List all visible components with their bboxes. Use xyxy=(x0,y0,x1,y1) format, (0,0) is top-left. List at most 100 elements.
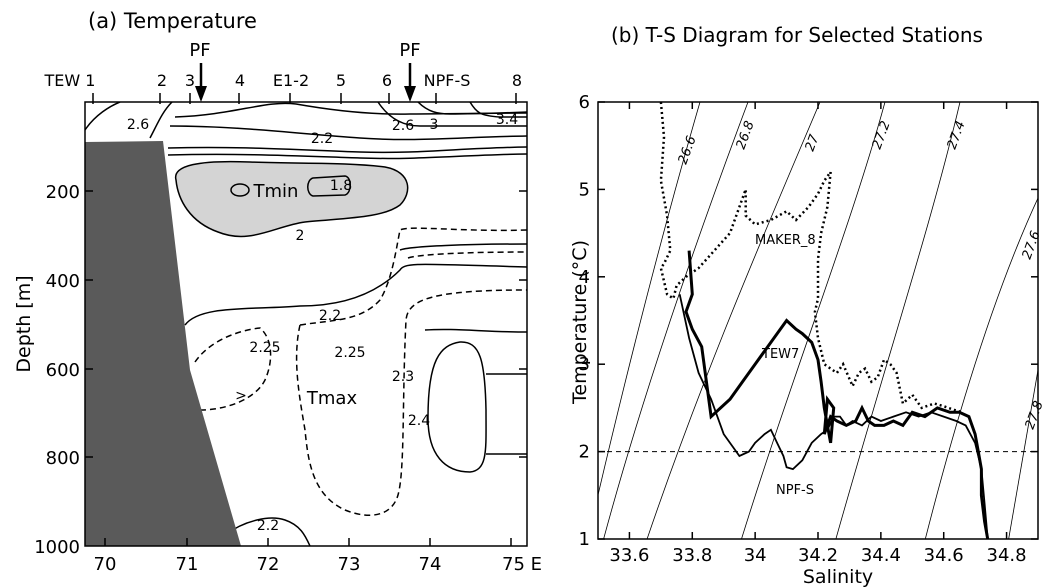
front-arrow-head-1 xyxy=(195,86,207,102)
ts-diagram-panel: (b) T-S Diagram for Selected Stations Te… xyxy=(569,23,1042,588)
series-labels: MAKER_8 TEW7 NPF-S xyxy=(755,233,816,498)
contour-2-25-right xyxy=(295,227,527,516)
station-label-npf-s: NPF-S xyxy=(424,71,471,90)
x-tick-label: 74 xyxy=(419,554,442,575)
isopycnal-27-2 xyxy=(741,102,886,539)
panel-a-frame xyxy=(84,101,528,547)
panel-b-xlabel: Salinity xyxy=(803,566,873,588)
x-tick-label: 72 xyxy=(257,554,280,575)
panel-b-ylabel: Temperature (°C) xyxy=(569,240,591,405)
y-tick-label: 3 xyxy=(579,354,590,375)
isopycnal-labels: 26.6 26.8 27 27.2 27.4 27.6 27.8 xyxy=(676,119,1042,431)
contour-label: 3.4 xyxy=(496,112,518,128)
contour-label: 2.6 xyxy=(392,118,414,134)
y-tick-label: 200 xyxy=(46,182,80,203)
station-label-8: 8 xyxy=(512,71,522,90)
contour-label: 2 xyxy=(296,228,305,244)
x-tick-label: 73 xyxy=(338,554,361,575)
front-arrow-head-2 xyxy=(404,86,416,102)
x-tick-label: 34 xyxy=(744,545,767,566)
series-label-maker-8: MAKER_8 xyxy=(755,233,816,248)
x-tick-label: 34.4 xyxy=(861,545,901,566)
contour-label: 1.8 xyxy=(330,178,352,194)
front-label-pf-2: PF xyxy=(399,40,420,61)
series-label-tew7: TEW7 xyxy=(761,347,799,362)
contour-label: 2.6 xyxy=(127,117,149,133)
contour-2-6-left xyxy=(85,102,121,131)
y-tick-label: 1000 xyxy=(34,537,80,558)
station-label-tew1: TEW 1 xyxy=(44,71,96,90)
y-tick-label: 2 xyxy=(579,442,590,463)
isopycnal-label: 27.2 xyxy=(870,119,894,151)
contour-2-25-left xyxy=(194,327,272,411)
x-tick-label: 71 xyxy=(176,554,199,575)
contour-2-2-upper-3 xyxy=(167,146,527,154)
station-label-2: 2 xyxy=(157,71,167,90)
y-tick-label: 5 xyxy=(579,179,590,200)
contour-2-6-right xyxy=(377,102,527,127)
contour-2-2-upper-4 xyxy=(167,153,527,160)
contour-label: 2.2 xyxy=(311,131,333,147)
contour-label: 2.2 xyxy=(257,518,279,534)
y-tick-label: 6 xyxy=(579,92,590,113)
contour-2-2-upper-1 xyxy=(174,102,527,118)
temperature-section-panel: (a) Temperature Depth [m] PF PF TEW 1 2 … xyxy=(13,9,542,575)
front-markers: PF PF xyxy=(189,40,421,102)
tmin-core-contour xyxy=(230,183,250,197)
region-label-tmin: Tmin xyxy=(253,181,299,202)
contour-2-2-bottom xyxy=(224,517,311,546)
contour-label: 2.4 xyxy=(408,413,430,429)
contour-2-2-upper-2 xyxy=(169,125,527,141)
station-label-4: 4 xyxy=(235,71,245,90)
panel-b-frame xyxy=(597,101,1039,540)
panel-a-ylabel: Depth [m] xyxy=(13,275,35,372)
x-tick-label: 34.8 xyxy=(987,545,1027,566)
contour-1-8 xyxy=(307,175,351,197)
isopycnal-27-6 xyxy=(924,197,1038,539)
isopycnal-lines xyxy=(598,102,1038,539)
contour-3-4 xyxy=(469,102,527,118)
contour-2-6-mid xyxy=(149,102,173,139)
bathymetry xyxy=(85,141,241,546)
station-label-5: 5 xyxy=(336,71,346,90)
contour-field xyxy=(85,102,527,546)
station-label-e1-2: E1-2 xyxy=(273,71,309,90)
contour-3 xyxy=(417,102,527,115)
x-tick-label: 70 xyxy=(94,554,117,575)
isopycnal-label: 27.8 xyxy=(1023,399,1042,431)
series-label-npf-s: NPF-S xyxy=(776,483,814,498)
y-tick-label: 4 xyxy=(579,267,590,288)
x-tick-label: 34.2 xyxy=(798,545,838,566)
panel-a-title: (a) Temperature xyxy=(88,9,257,33)
contour-2-4 xyxy=(427,341,487,473)
isopycnal-label: 26.6 xyxy=(676,134,700,166)
series-npf-s xyxy=(678,294,989,539)
series-tew7 xyxy=(684,250,990,539)
x-tick-label: 33.8 xyxy=(672,545,712,566)
contour-2-3 xyxy=(424,328,527,333)
contour-label: > xyxy=(235,388,247,404)
x-tick-label: 34.6 xyxy=(924,545,964,566)
region-labels: Tmin Tmax xyxy=(253,181,358,409)
contour-label: 3 xyxy=(430,117,439,133)
isopycnal-27-4 xyxy=(835,102,961,539)
isopycnal-26-8 xyxy=(603,102,749,539)
ts-plot-area xyxy=(598,102,1038,539)
contour-labels: 2.6 2.2 2.6 3 3.4 1.8 2 2.2 2.25 2.25 2.… xyxy=(127,112,518,534)
series-maker-8 xyxy=(659,102,963,414)
front-label-pf-1: PF xyxy=(189,40,210,61)
isopycnal-label: 27 xyxy=(803,132,823,153)
region-label-tmax: Tmax xyxy=(306,388,358,409)
station-label-3: 3 xyxy=(185,71,195,90)
contour-2-2-mid-right xyxy=(399,243,527,251)
y-tick-label: 400 xyxy=(46,271,80,292)
contour-label: 2.2 xyxy=(319,308,341,324)
isopycnal-label: 27.4 xyxy=(945,119,969,151)
station-label-6: 6 xyxy=(382,71,392,90)
y-tick-label: 1 xyxy=(579,529,590,550)
y-tick-label: 800 xyxy=(46,448,80,469)
contour-label: 2.25 xyxy=(334,345,365,361)
isopycnal-27-8 xyxy=(1008,369,1038,539)
